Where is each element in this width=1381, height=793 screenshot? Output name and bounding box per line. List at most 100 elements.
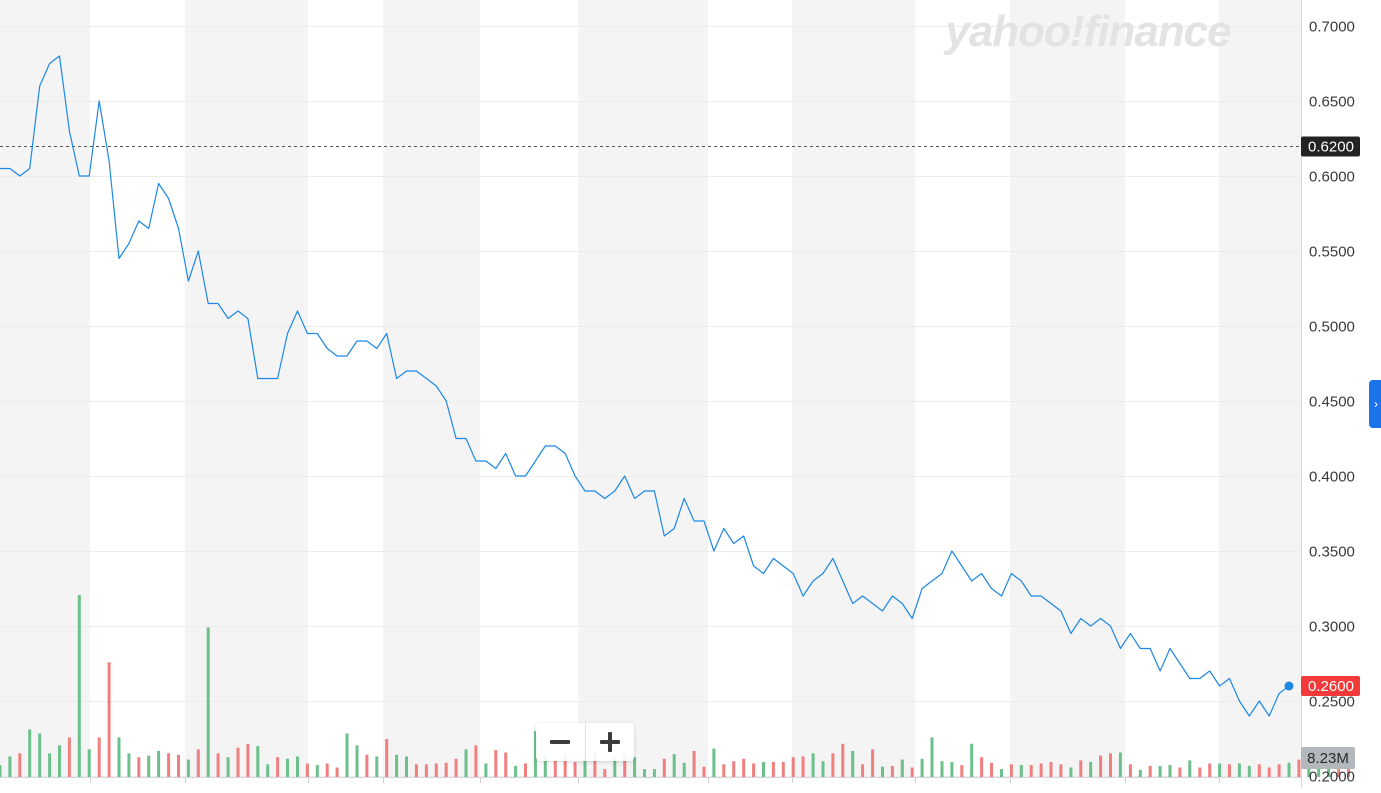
volume-bar — [87, 749, 91, 777]
volume-bar — [1148, 765, 1152, 777]
volume-bar — [444, 762, 448, 777]
zoom-out-button[interactable] — [536, 723, 585, 761]
volume-bar — [474, 745, 478, 777]
volume-bar — [335, 767, 339, 777]
y-axis-labels: 0.7000 0.6500 0.6000 0.5500 0.5000 0.4500 0.40… — [1309, 19, 1355, 786]
volume-bar — [831, 753, 835, 777]
volume-bar — [771, 762, 775, 777]
background-bands — [0, 0, 1301, 777]
volume-label: 8.23M — [1307, 750, 1349, 767]
volume-bar — [900, 759, 904, 777]
volume-bar — [1158, 765, 1162, 777]
y-tick-label: 0.4500 — [1309, 394, 1355, 411]
volume-bar — [752, 763, 756, 777]
volume-bar — [177, 754, 180, 777]
volume-bar — [821, 761, 825, 777]
volume-bar — [325, 763, 329, 777]
volume-bar — [226, 757, 230, 777]
volume-bar — [1228, 764, 1231, 777]
volume-bar — [533, 731, 537, 777]
volume-bar — [38, 733, 42, 777]
volume-bar — [1327, 761, 1331, 777]
yahoo-finance-watermark: yahoo!finance — [943, 7, 1231, 56]
volume-bar — [861, 764, 865, 777]
volume-bar — [1257, 764, 1261, 777]
volume-bar — [613, 757, 617, 777]
volume-bar — [1347, 764, 1350, 777]
volume-bar — [662, 758, 666, 777]
volume-bar — [672, 754, 676, 777]
volume-bar — [266, 764, 270, 777]
volume-bar — [573, 762, 577, 777]
y-tick-label: 0.5500 — [1309, 244, 1355, 261]
volume-bar — [127, 753, 131, 777]
volume-bar — [1049, 762, 1053, 777]
volume-bar — [742, 758, 746, 777]
zoom-control — [536, 723, 634, 761]
volume-bar — [315, 765, 319, 777]
background-band — [0, 0, 90, 777]
volume-bar — [930, 737, 934, 777]
volume-bar — [1277, 764, 1281, 777]
volume-bar — [424, 764, 428, 777]
volume-bar — [871, 749, 875, 777]
volume-bar — [216, 753, 220, 777]
volume-bar — [682, 762, 686, 777]
volume-bar — [712, 748, 716, 777]
volume-bar — [1178, 767, 1182, 777]
volume-bar — [355, 745, 359, 777]
volume-bar — [623, 753, 627, 777]
volume-bar — [28, 729, 32, 777]
volume-bar — [206, 627, 210, 777]
volume-bar — [395, 754, 399, 777]
volume-bar — [762, 762, 765, 777]
volume-bar — [414, 764, 418, 777]
zoom-in-button[interactable] — [584, 723, 635, 761]
volume-bar — [345, 733, 349, 777]
y-tick-label: 0.2000 — [1309, 769, 1355, 786]
volume-bar — [276, 757, 280, 777]
background-band — [1010, 0, 1125, 777]
volume-bar — [107, 662, 111, 777]
volume-bar — [1069, 767, 1073, 777]
volume-bar — [1109, 753, 1112, 777]
volume-bar — [167, 753, 171, 777]
volume-bar — [97, 737, 101, 777]
y-tick-label: 0.5000 — [1309, 319, 1355, 336]
volume-bar — [890, 765, 894, 777]
volume-bar — [375, 756, 379, 777]
last-price-label: 0.2600 — [1308, 678, 1354, 695]
volume-bar — [1287, 762, 1291, 777]
volume-bar — [1099, 755, 1103, 777]
volume-bar — [305, 763, 309, 777]
volume-bar — [256, 746, 260, 777]
volume-bar — [980, 757, 984, 777]
volume-bar — [990, 762, 993, 777]
volume-bar — [920, 758, 924, 777]
volume-bar — [811, 753, 815, 777]
y-tick-label: 0.6000 — [1309, 169, 1355, 186]
volume-bar — [48, 753, 52, 777]
volume-bar — [583, 753, 587, 777]
volume-bar — [1267, 767, 1271, 777]
volume-bar — [1247, 765, 1251, 777]
y-tick-label: 0.7000 — [1309, 19, 1355, 36]
volume-bar — [1188, 760, 1192, 777]
volume-bar — [196, 749, 200, 777]
volume-bar — [603, 769, 607, 777]
volume-bar — [553, 759, 557, 777]
volume-bar — [296, 756, 299, 777]
volume-bar — [593, 751, 597, 777]
volume-bar — [77, 595, 81, 777]
volume-bar — [1237, 763, 1241, 777]
volume-bar — [543, 754, 547, 777]
y-tick-label: 0.4000 — [1309, 469, 1355, 486]
volume-bar — [702, 766, 706, 777]
side-panel-toggle[interactable]: › — [1369, 380, 1381, 428]
volume-bar — [910, 767, 914, 777]
volume-bar — [434, 763, 438, 777]
last-price-badge: 0.2600 — [1301, 676, 1360, 696]
volume-bar — [365, 754, 369, 777]
